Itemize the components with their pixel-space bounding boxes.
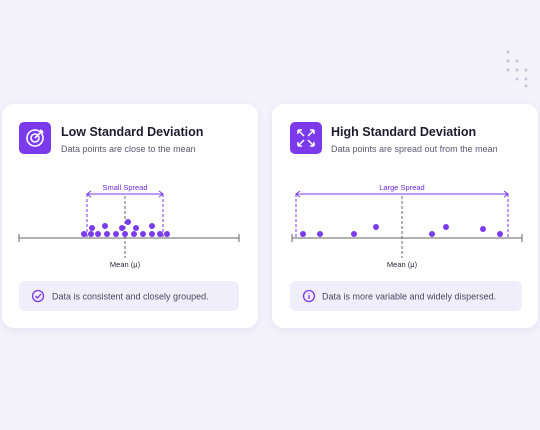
axis (291, 196, 523, 258)
decor-dot (515, 59, 519, 63)
card-subtitle: Data points are close to the mean (61, 144, 196, 154)
dot (149, 231, 155, 237)
decor-dots (506, 50, 528, 88)
decor-dot (515, 68, 519, 72)
note: Data is consistent and closely grouped. (52, 292, 209, 302)
dot (300, 231, 306, 237)
spread-label: Large Spread (379, 183, 424, 192)
info-icon (302, 289, 316, 303)
dot (88, 231, 94, 237)
note-box (19, 281, 239, 311)
note: Data is more variable and widely dispers… (322, 292, 496, 302)
mean-label: Mean (μ) (110, 260, 141, 269)
decor-dot (524, 84, 528, 88)
decor-dot (524, 68, 528, 72)
dot (81, 231, 87, 237)
card-subtitle: Data points are spread out from the mean (331, 144, 498, 154)
mean-label: Mean (μ) (387, 260, 418, 269)
dot (373, 224, 379, 230)
dot (133, 225, 139, 231)
dot (164, 231, 170, 237)
card: High Standard Deviation Data points are … (272, 104, 538, 328)
spread-bracket (86, 190, 164, 238)
dot (95, 231, 101, 237)
icon (290, 122, 322, 154)
decor-dot (506, 50, 510, 54)
dot (497, 231, 503, 237)
dot (443, 224, 449, 230)
decor-dot (506, 59, 510, 63)
dot (480, 226, 486, 232)
card: Low Standard Deviation Data points are c… (2, 104, 258, 328)
dot (157, 231, 163, 237)
spread-bracket (295, 190, 509, 238)
decor-dot (524, 77, 528, 81)
dot (351, 231, 357, 237)
dots (300, 224, 503, 237)
dot (104, 231, 110, 237)
dot (317, 231, 323, 237)
dots (81, 219, 170, 237)
dot (89, 225, 95, 231)
dot (131, 231, 137, 237)
dot (119, 225, 125, 231)
note-box (290, 281, 522, 311)
dot (140, 231, 146, 237)
dot (102, 223, 108, 229)
dot (113, 231, 119, 237)
decor-dot (515, 77, 519, 81)
dot (149, 223, 155, 229)
dot (125, 219, 131, 225)
target-icon (26, 129, 44, 147)
card-title: Low Standard Deviation (61, 125, 203, 139)
expand-icon (297, 129, 315, 147)
card-title: High Standard Deviation (331, 125, 476, 139)
check-icon (31, 289, 45, 303)
dot (122, 231, 128, 237)
spread-label: Small Spread (102, 183, 147, 192)
dot (429, 231, 435, 237)
decor-dot (506, 68, 510, 72)
axis (18, 196, 240, 258)
